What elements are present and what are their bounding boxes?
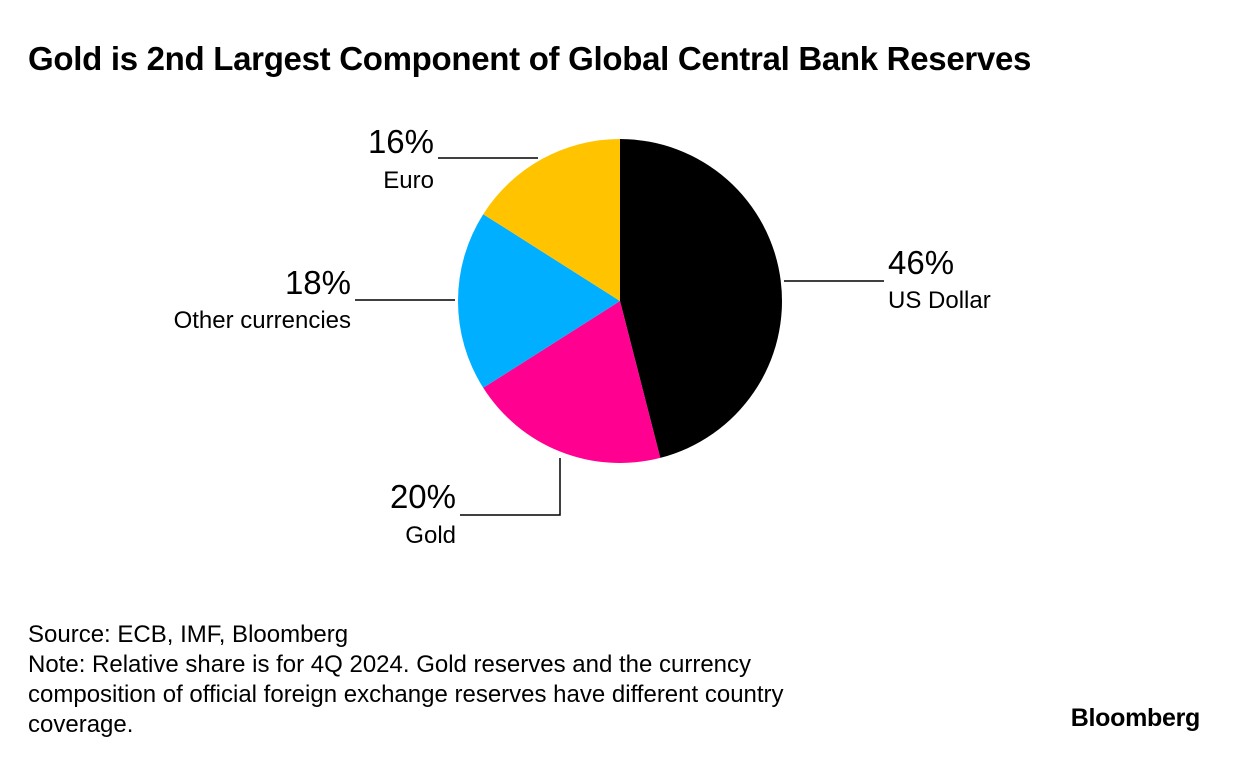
data-label-us-dollar: 46% <box>888 244 954 281</box>
chart-title: Gold is 2nd Largest Component of Global … <box>28 40 1032 77</box>
footnote: Note: Relative share is for 4Q 2024. Gol… <box>28 651 784 738</box>
pie-slice-gold <box>483 301 661 463</box>
data-label-other-currencies: 18% <box>285 264 351 301</box>
data-label-euro: 16% <box>368 123 434 160</box>
leader-lines <box>355 157 884 516</box>
pie-chart: 46% US Dollar 20% Gold 18% Other currencies 16… <box>174 123 991 549</box>
slice-labels: 46% US Dollar 20% Gold 18% Other currencies 16… <box>174 123 991 549</box>
pie-slice-us-dollar <box>620 139 782 458</box>
category-label-us-dollar: US Dollar <box>888 287 991 314</box>
pie-slice-euro <box>483 139 620 301</box>
leader-line-gold <box>460 458 561 516</box>
category-label-other-currencies: Other currencies <box>174 307 351 334</box>
category-label-euro: Euro <box>383 167 434 194</box>
category-label-gold: Gold <box>405 522 456 549</box>
bloomberg-logo: Bloomberg <box>1070 704 1201 732</box>
data-label-gold: 20% <box>390 478 456 515</box>
source-note: Source: ECB, IMF, Bloomberg <box>28 621 349 648</box>
chart-footer: Source: ECB, IMF, Bloomberg Note: Relati… <box>28 620 878 740</box>
pie-slices <box>457 139 782 463</box>
pie-slice-other-currencies <box>457 214 620 388</box>
